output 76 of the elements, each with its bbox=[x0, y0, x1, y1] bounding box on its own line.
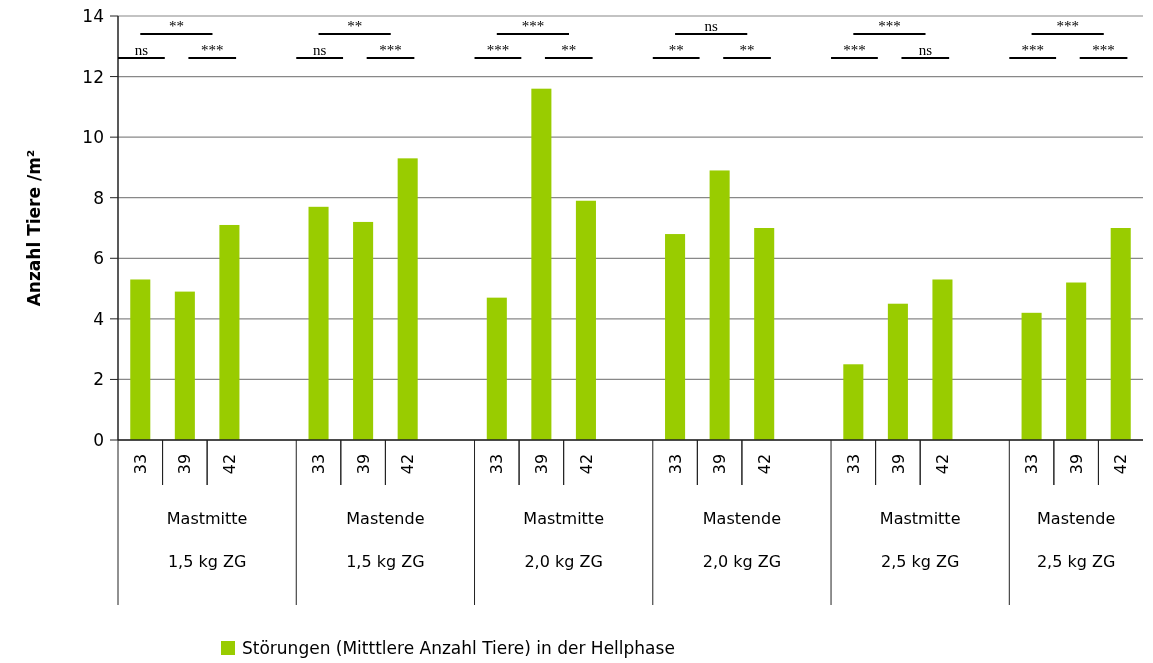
y-tick-label: 6 bbox=[93, 248, 104, 269]
x-tick-label: 42 bbox=[576, 453, 596, 475]
x-tick-label: 39 bbox=[175, 453, 195, 475]
text: Mastmitte bbox=[166, 509, 248, 528]
x-tick-label: 39 bbox=[353, 453, 373, 475]
annotation: ns bbox=[918, 42, 933, 58]
text: 2,0 kg ZG bbox=[524, 552, 603, 571]
x-tick-label: 42 bbox=[1111, 453, 1131, 475]
x-tick-label: 39 bbox=[888, 453, 908, 475]
annotation: *** bbox=[1021, 42, 1044, 58]
bar bbox=[1021, 312, 1042, 440]
bar bbox=[174, 291, 195, 440]
annotation: *** bbox=[1056, 18, 1079, 34]
text: 2,5 kg ZG bbox=[880, 552, 960, 571]
text: 2,0 kg ZG bbox=[702, 552, 782, 571]
bar bbox=[1066, 282, 1087, 440]
x-tick-label: 39 bbox=[710, 453, 730, 475]
annotation: *** bbox=[201, 42, 224, 58]
bar bbox=[665, 234, 686, 440]
bar bbox=[887, 303, 908, 440]
annotation: ns bbox=[312, 42, 327, 58]
x-tick-label: 42 bbox=[398, 453, 418, 475]
annotation: *** bbox=[878, 18, 901, 34]
y-tick-label: 0 bbox=[93, 429, 104, 450]
annotation: ns bbox=[704, 18, 718, 34]
annotation: ** bbox=[561, 42, 577, 58]
annotation: ** bbox=[168, 18, 184, 34]
x-tick-label: 33 bbox=[309, 453, 329, 475]
annotation: ** bbox=[739, 42, 755, 58]
bar bbox=[1110, 228, 1131, 440]
bar bbox=[932, 279, 953, 440]
text: Mastmitte bbox=[523, 509, 604, 528]
bar bbox=[397, 158, 418, 440]
x-tick-label: 33 bbox=[1022, 453, 1042, 475]
x-tick-label: 33 bbox=[665, 453, 685, 475]
y-axis-title: Anzahl Tiere /m² bbox=[24, 149, 44, 307]
text: Mastende bbox=[1037, 509, 1116, 528]
text: Mastmitte bbox=[879, 509, 961, 528]
annotation: *** bbox=[1092, 42, 1115, 58]
x-tick-label: 39 bbox=[531, 453, 551, 475]
x-tick-label: 42 bbox=[754, 453, 774, 475]
bar bbox=[486, 297, 507, 440]
x-tick-label: 42 bbox=[933, 453, 953, 475]
bar bbox=[709, 170, 730, 440]
annotation: ** bbox=[668, 42, 684, 58]
annotation: *** bbox=[843, 42, 866, 58]
annotation: ns bbox=[134, 42, 149, 58]
bar bbox=[130, 279, 151, 440]
text: 2,5 kg ZG bbox=[1036, 552, 1116, 571]
y-tick-label: 2 bbox=[93, 369, 104, 390]
bar bbox=[754, 228, 775, 440]
y-tick-label: 4 bbox=[93, 308, 104, 329]
y-tick-label: 8 bbox=[93, 187, 104, 208]
x-tick-label: 33 bbox=[487, 453, 507, 475]
y-tick-label: 14 bbox=[82, 5, 104, 26]
text: Mastende bbox=[702, 509, 782, 528]
bar bbox=[353, 221, 374, 440]
annotation: *** bbox=[521, 18, 545, 34]
text: Mastende bbox=[346, 509, 425, 528]
bar bbox=[531, 88, 552, 440]
bar bbox=[308, 206, 329, 440]
x-tick-label: 33 bbox=[843, 453, 863, 475]
y-tick-label: 10 bbox=[82, 127, 104, 148]
y-tick-label: 12 bbox=[82, 66, 104, 87]
annotation: *** bbox=[379, 42, 402, 58]
x-tick-label: 39 bbox=[1066, 453, 1086, 475]
bar bbox=[843, 364, 864, 440]
bar bbox=[219, 224, 240, 440]
bar bbox=[575, 200, 596, 440]
x-tick-label: 33 bbox=[130, 453, 150, 475]
text: 1,5 kg ZG bbox=[346, 552, 425, 571]
text: 1,5 kg ZG bbox=[167, 552, 247, 571]
annotation: ** bbox=[347, 18, 363, 34]
annotation: *** bbox=[486, 42, 510, 58]
legend-label: Störungen (Mitttlere Anzahl Tiere) in der Hellphase bbox=[242, 637, 675, 658]
x-tick-label: 42 bbox=[220, 453, 240, 475]
